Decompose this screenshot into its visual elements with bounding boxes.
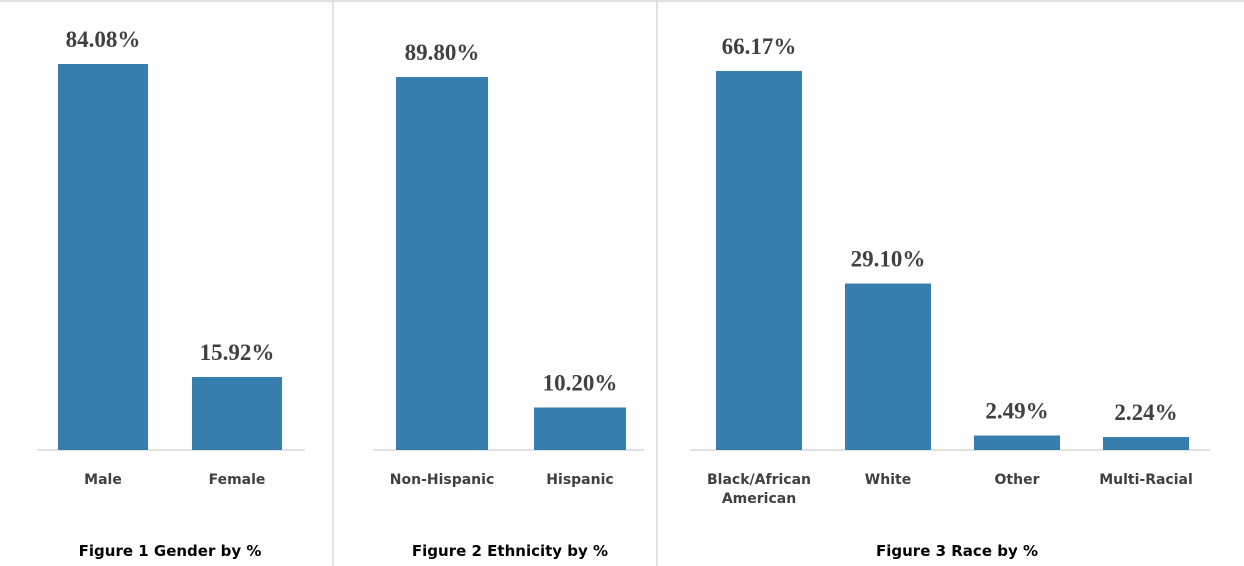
- value-label-ethnicity-non-hispanic: 89.80%: [405, 40, 480, 65]
- category-label-gender-female: Female: [209, 472, 266, 488]
- category-label-race-multi-racial: Multi-Racial: [1099, 472, 1193, 488]
- value-label-ethnicity-hispanic: 10.20%: [543, 371, 618, 396]
- chart-gender-bars: [58, 64, 282, 450]
- chart-race-caption: Figure 3 Race by %: [876, 542, 1038, 560]
- chart-ethnicity-value-labels: 89.80% 10.20%: [405, 40, 618, 396]
- bar-race-other: [974, 435, 1060, 450]
- category-label-race-black-african-american: Black/African American: [707, 472, 811, 507]
- category-label-ethnicity-non-hispanic: Non-Hispanic: [390, 472, 495, 488]
- category-label-race-white: White: [865, 472, 911, 488]
- value-label-race-black-african-american: 66.17%: [722, 34, 797, 59]
- chart-ethnicity: 89.80% 10.20% Non-Hispanic Hispanic Figure…: [373, 40, 644, 560]
- chart-race: 66.17% 29.10% 2.49% 2.24% Black/African Amer…: [690, 34, 1210, 560]
- bar-race-white: [845, 283, 931, 450]
- chart-gender-caption: Figure 1 Gender by %: [79, 542, 262, 560]
- category-label-gender-male: Male: [84, 472, 122, 488]
- bar-gender-male: [58, 64, 148, 450]
- chart-ethnicity-caption: Figure 2 Ethnicity by %: [412, 542, 608, 560]
- value-label-gender-female: 15.92%: [200, 340, 275, 365]
- chart-ethnicity-category-labels: Non-Hispanic Hispanic: [390, 472, 614, 488]
- chart-race-bars: [716, 71, 1189, 450]
- value-label-race-white: 29.10%: [851, 246, 926, 271]
- value-label-gender-male: 84.08%: [66, 27, 141, 52]
- bar-ethnicity-hispanic: [534, 407, 626, 450]
- chart-gender: 84.08% 15.92% Male Female Figure 1 Gender …: [37, 27, 305, 560]
- value-label-race-multi-racial: 2.24%: [1114, 400, 1177, 425]
- bar-race-multi-racial: [1103, 437, 1189, 450]
- bar-ethnicity-non-hispanic: [396, 77, 488, 450]
- chart-race-value-labels: 66.17% 29.10% 2.49% 2.24%: [722, 34, 1178, 425]
- bar-race-black-african-american: [716, 71, 802, 450]
- chart-gender-category-labels: Male Female: [84, 472, 265, 488]
- category-label-race-other: Other: [995, 472, 1040, 488]
- value-label-race-other: 2.49%: [985, 399, 1048, 424]
- chart-gender-value-labels: 84.08% 15.92%: [66, 27, 275, 365]
- chart-race-category-labels: Black/African American White Other Multi-Rac…: [707, 472, 1193, 507]
- bar-gender-female: [192, 376, 282, 450]
- category-label-ethnicity-hispanic: Hispanic: [546, 472, 613, 488]
- chart-ethnicity-bars: [396, 77, 626, 450]
